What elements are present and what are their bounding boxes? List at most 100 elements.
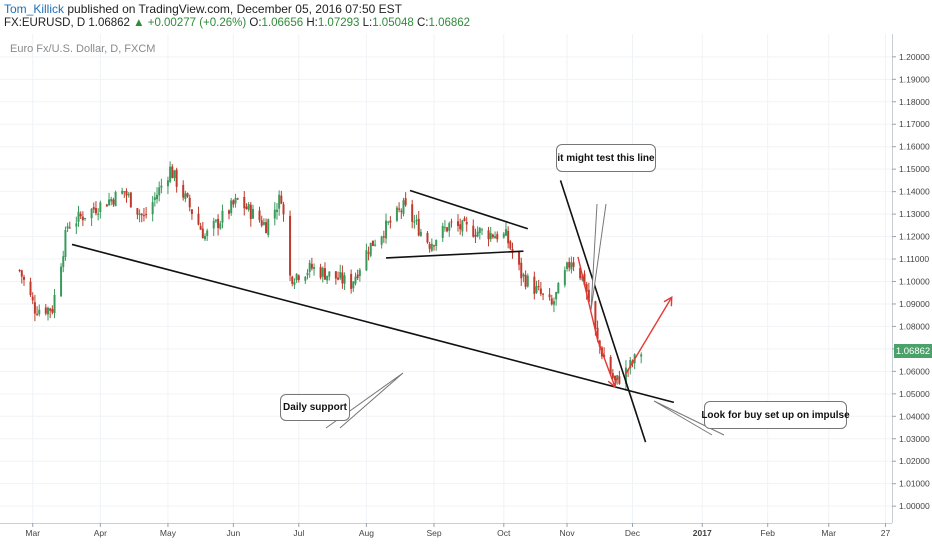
- candle-body: [563, 270, 566, 286]
- time-tick-label: Aug: [359, 528, 374, 538]
- price-tick-label: 1.20000: [899, 52, 930, 62]
- candle-body: [249, 204, 252, 220]
- price-tick-label: 1.12000: [899, 232, 930, 242]
- price-chart[interactable]: 1.20000 1.19000 1.18000 1.17000 1.16000 1.150…: [0, 34, 932, 550]
- candle-body: [609, 356, 612, 374]
- candle-body: [435, 240, 438, 247]
- price-tick-label: 1.08000: [899, 321, 930, 331]
- price-tick-label: 1.11000: [899, 254, 929, 264]
- price-tick-label: 1.09000: [899, 299, 930, 309]
- candle-body: [125, 190, 128, 196]
- candle-body: [114, 191, 117, 207]
- note-test-line[interactable]: it might test this line: [556, 144, 656, 172]
- candle-body: [480, 229, 483, 231]
- candle-body: [465, 221, 468, 225]
- candle-body: [38, 309, 41, 315]
- candle-body: [478, 227, 481, 234]
- candle-body: [365, 250, 368, 271]
- candle-body: [232, 200, 235, 205]
- candle-body: [136, 208, 139, 215]
- candle-body: [262, 222, 265, 225]
- candle-body: [509, 241, 512, 249]
- candle-body: [156, 194, 159, 200]
- candle-body: [112, 199, 115, 205]
- candle-body: [371, 240, 374, 246]
- candle-body: [583, 273, 586, 286]
- candle-body: [212, 220, 215, 229]
- candle-body: [443, 227, 446, 229]
- price-tick-label: 1.05000: [899, 389, 930, 399]
- candle-body: [265, 222, 268, 234]
- candle-body: [389, 220, 392, 223]
- candle-body: [557, 283, 560, 294]
- candle-body: [380, 236, 383, 245]
- candle-body: [417, 218, 420, 236]
- candle-body: [402, 200, 405, 214]
- candle-body: [339, 272, 342, 279]
- candle-body: [29, 281, 32, 296]
- candle-body: [79, 213, 82, 217]
- candle-body: [587, 289, 590, 303]
- candle-body: [640, 354, 643, 357]
- candle-body: [550, 298, 553, 305]
- candle-body: [245, 206, 248, 210]
- candle-body: [358, 269, 361, 277]
- impulse-arrow: [625, 296, 673, 374]
- candle-body: [282, 204, 285, 215]
- time-tick-label: Feb: [760, 528, 775, 538]
- note-daily-support[interactable]: Daily support: [280, 394, 350, 421]
- candle-body: [476, 231, 479, 237]
- candle-body: [68, 227, 71, 229]
- candle-body: [158, 187, 161, 196]
- candle-body: [507, 230, 510, 244]
- candle-body: [49, 308, 52, 311]
- candle-body: [22, 277, 25, 280]
- candle-body: [555, 292, 558, 300]
- candle-body: [446, 227, 449, 232]
- candle-body: [524, 274, 527, 287]
- candle-body: [160, 185, 163, 188]
- time-tick-label: Sep: [426, 528, 441, 538]
- candle-body: [487, 230, 490, 240]
- candle-body: [326, 275, 329, 281]
- candle-body: [166, 180, 169, 187]
- candle-body: [542, 293, 545, 295]
- up-arrow-icon: ▲: [133, 17, 145, 29]
- impulse-arrow-head-icon: [663, 295, 673, 307]
- price-axis: [892, 34, 932, 550]
- candle-body: [343, 275, 346, 284]
- candle-body: [121, 190, 124, 194]
- candle-body: [275, 209, 278, 212]
- candle-body: [413, 221, 416, 223]
- candle-body: [267, 219, 270, 235]
- time-tick-label: Apr: [94, 528, 107, 538]
- open-label: O:: [249, 17, 262, 29]
- candle-body: [230, 200, 233, 214]
- candle-body: [169, 166, 172, 182]
- candle-body: [217, 218, 220, 228]
- candle-body: [273, 209, 276, 219]
- candle-body: [295, 273, 298, 281]
- author-link[interactable]: Tom_Killick: [4, 2, 65, 16]
- candle-body: [99, 202, 102, 212]
- high-value: 1.07293: [317, 17, 360, 29]
- candle-body: [385, 220, 388, 239]
- candle-body: [535, 286, 538, 293]
- price-tick-label: 1.14000: [899, 187, 930, 197]
- daily-support-line: [71, 243, 675, 404]
- candle-body: [568, 261, 571, 268]
- candle-body: [184, 193, 187, 199]
- candle-body: [430, 243, 433, 251]
- candle-body: [398, 208, 401, 210]
- candle-body: [227, 210, 230, 214]
- candle-body: [94, 208, 97, 214]
- candle-body: [502, 233, 505, 238]
- price-tick-label: 1.16000: [899, 142, 930, 152]
- candle-body: [289, 215, 292, 276]
- price-tick-label: 1.18000: [899, 97, 930, 107]
- candle-body: [629, 359, 632, 369]
- candle-body: [97, 213, 100, 215]
- candle-body: [190, 209, 193, 214]
- note-buy-setup[interactable]: Look for buy set up on impulse: [701, 401, 850, 429]
- low-value: 1.05048: [372, 17, 414, 29]
